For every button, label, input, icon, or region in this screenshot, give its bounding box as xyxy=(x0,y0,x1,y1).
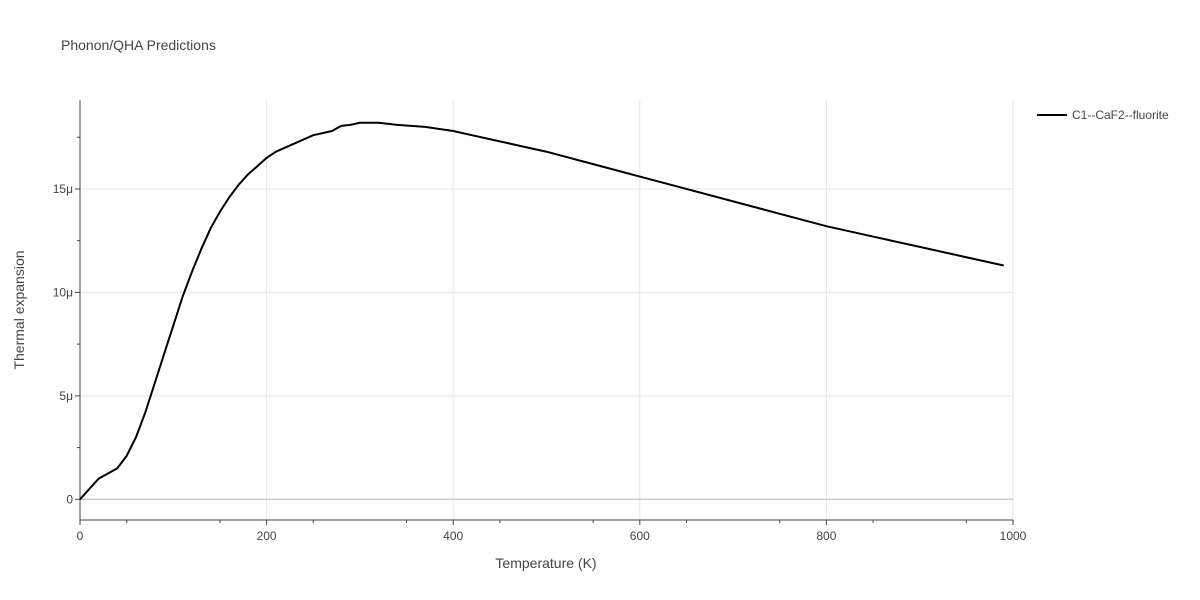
x-tick-label: 800 xyxy=(816,529,836,543)
chart-title: Phonon/QHA Predictions xyxy=(61,37,216,53)
x-tick-label: 600 xyxy=(630,529,650,543)
y-axis-ticks: 0 5μ 10μ 15μ xyxy=(53,136,80,506)
gridlines xyxy=(80,100,1014,520)
y-tick-label: 10μ xyxy=(53,285,73,299)
x-tick-label: 400 xyxy=(443,529,463,543)
legend-label: C1--CaF2--fluorite xyxy=(1072,108,1169,122)
series-group xyxy=(79,121,1004,500)
x-axis-title: Temperature (K) xyxy=(495,555,596,571)
x-tick-label: 1000 xyxy=(1000,529,1027,543)
y-tick-label: 15μ xyxy=(53,182,73,196)
series-line[interactable] xyxy=(79,121,1004,500)
y-axis-title: Thermal expansion xyxy=(11,250,27,369)
x-tick-label: 0 xyxy=(77,529,84,543)
y-tick-label: 5μ xyxy=(59,389,73,403)
x-axis-ticks: 0 200 400 600 800 1000 xyxy=(77,520,1027,543)
legend[interactable]: C1--CaF2--fluorite xyxy=(1037,108,1169,122)
x-tick-label: 200 xyxy=(257,529,277,543)
y-tick-label: 0 xyxy=(66,492,73,506)
